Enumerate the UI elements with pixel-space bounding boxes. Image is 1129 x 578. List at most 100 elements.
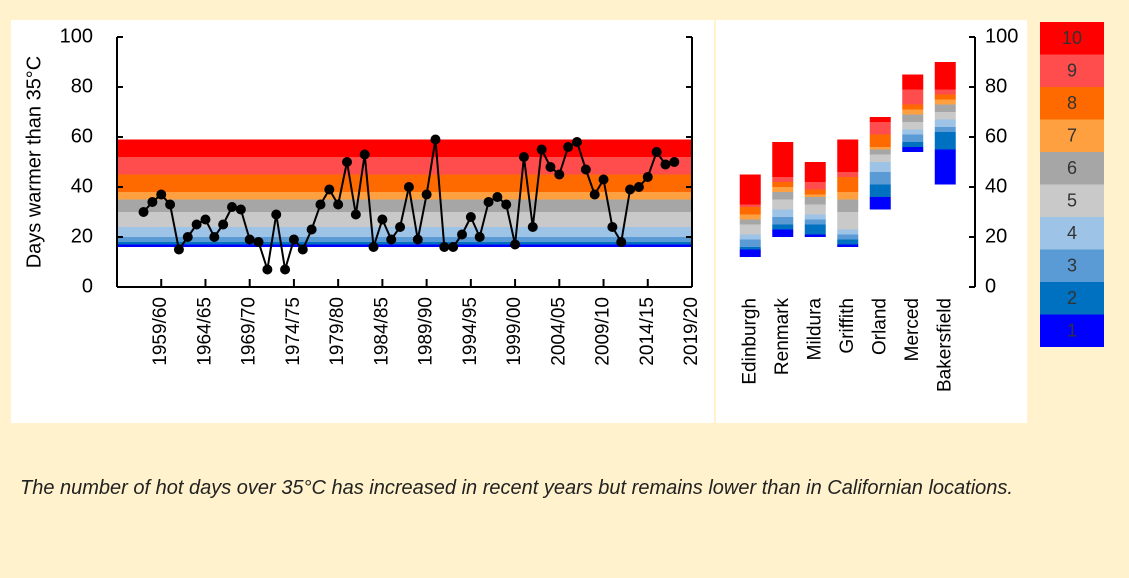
y-tick-label: 20 [71, 225, 93, 247]
x-tick-label: Griffith [837, 298, 858, 354]
bar-segment [804, 162, 826, 182]
caption: The number of hot days over 35°C has inc… [20, 477, 1013, 499]
y-tick-label: 60 [71, 125, 93, 147]
data-point [350, 209, 361, 220]
data-point [642, 172, 653, 182]
bar-segment [934, 127, 956, 132]
x-tick-label: 1994/95 [460, 297, 481, 366]
chart: Days warmer than 35°C 0204060801001959/6… [11, 20, 1104, 423]
legend-swatch [1040, 184, 1104, 217]
bar-segment [804, 197, 826, 205]
data-point [492, 192, 503, 202]
bar-segment [772, 199, 794, 210]
data-point [660, 159, 671, 170]
bar-segment [837, 177, 859, 192]
bar-segment [804, 234, 826, 237]
bar-segment [837, 239, 859, 245]
legend-swatch [1040, 54, 1104, 87]
bar-segment [804, 204, 826, 215]
data-point [457, 229, 467, 240]
bar-segment [739, 239, 761, 247]
data-point [288, 234, 299, 245]
data-point [421, 189, 432, 200]
data-point [580, 164, 591, 175]
data-point [147, 197, 158, 207]
bar-segment [934, 119, 956, 127]
data-point [182, 232, 193, 242]
data-point [324, 184, 335, 195]
bar-segment [869, 134, 891, 147]
x-tick-label: 1964/65 [194, 297, 215, 366]
bar-segment [837, 234, 859, 240]
data-point [359, 149, 370, 160]
data-point [138, 207, 149, 217]
bar-segment [772, 182, 794, 187]
x-tick-label: 2009/10 [593, 297, 614, 366]
data-point [589, 189, 600, 200]
bar-segment [804, 189, 826, 195]
data-point [651, 147, 662, 157]
y-tick-label: 100 [985, 25, 1018, 47]
y-axis-title: Days warmer than 35°C [23, 56, 45, 269]
decile-band [117, 212, 692, 227]
data-point [271, 209, 282, 220]
bar-segment [902, 104, 924, 110]
legend-swatch [1040, 22, 1104, 55]
bar-segment [837, 212, 859, 230]
x-tick-label: 1969/70 [239, 297, 260, 366]
decile-band [117, 157, 692, 175]
legend-swatch [1040, 282, 1104, 315]
data-point [625, 184, 636, 195]
bar-segment [902, 122, 924, 130]
data-point [262, 264, 273, 275]
legend-label: 2 [1067, 288, 1077, 308]
y-tick-label: 40 [71, 175, 93, 197]
y-tick-label: 60 [985, 125, 1007, 147]
legend-swatch [1040, 152, 1104, 185]
bar-segment [837, 229, 859, 235]
decile-band [117, 139, 692, 157]
bar-segment [804, 219, 826, 225]
data-point [244, 234, 255, 245]
bar-segment [772, 224, 794, 230]
x-tick-label: 1984/85 [371, 297, 392, 366]
x-tick-label: 2014/15 [637, 297, 658, 366]
legend-label: 3 [1067, 256, 1077, 276]
x-tick-label: Renmark [772, 298, 793, 376]
data-point [483, 197, 494, 207]
bar-segment [739, 214, 761, 220]
legend-label: 7 [1067, 126, 1077, 146]
data-point [465, 212, 476, 222]
x-tick-label: 2019/20 [681, 297, 702, 366]
data-point [563, 142, 574, 152]
bar-segment [804, 182, 826, 190]
bar-segment [772, 217, 794, 225]
legend-label: 4 [1067, 223, 1077, 243]
bar-segment [902, 147, 924, 152]
bar-segment [902, 142, 924, 147]
bar-segment [739, 207, 761, 215]
x-tick-label: Edinburgh [739, 298, 760, 385]
data-point [527, 222, 538, 232]
bar-segment [902, 114, 924, 122]
data-point [315, 199, 326, 210]
bar-segment [804, 194, 826, 197]
bar-segment [934, 149, 956, 185]
x-tick-label: 1959/60 [150, 297, 171, 366]
bar-segment [934, 89, 956, 95]
bar-segment [837, 199, 859, 212]
bar-segment [902, 134, 924, 142]
x-tick-label: 1979/80 [327, 297, 348, 366]
y-tick-label: 100 [60, 25, 93, 47]
data-point [280, 264, 291, 275]
data-point [235, 204, 246, 215]
bar-segment [934, 104, 956, 112]
y-tick-label: 0 [82, 275, 93, 297]
data-point [403, 182, 414, 192]
bar-segment [772, 192, 794, 200]
bar-segment [869, 117, 891, 122]
bar-segment [772, 229, 794, 237]
data-point [510, 239, 521, 250]
bar-segment [902, 89, 924, 105]
bar-segment [739, 234, 761, 240]
